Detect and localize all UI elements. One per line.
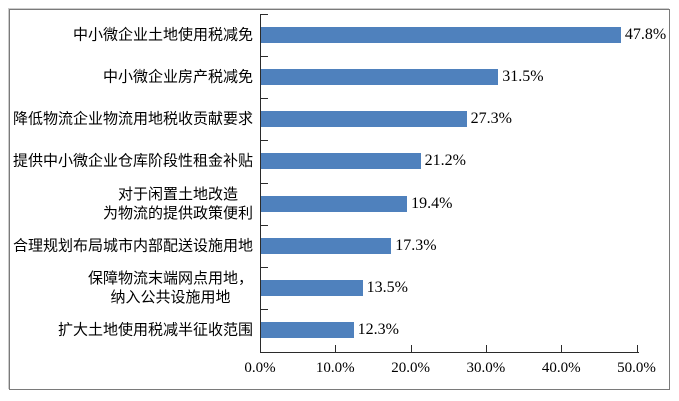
bar bbox=[261, 111, 467, 128]
value-label: 31.5% bbox=[502, 67, 544, 85]
x-axis-tick-label: 30.0% bbox=[466, 360, 506, 376]
x-axis-tick-label: 20.0% bbox=[391, 360, 430, 376]
value-label: 21.2% bbox=[424, 152, 466, 170]
bar bbox=[261, 195, 408, 212]
x-axis-tick-label: 40.0% bbox=[541, 360, 581, 376]
x-axis-tick bbox=[636, 344, 638, 352]
x-axis-tick bbox=[335, 344, 337, 352]
category-label: 中小微企业土地使用税减免 bbox=[72, 25, 253, 44]
x-axis-tick-label: 10.0% bbox=[315, 360, 355, 376]
category-label: 扩大土地使用税减半征收范围 bbox=[57, 320, 253, 339]
category-label: 降低物流企业物流用地税收贡献要求 bbox=[12, 109, 253, 128]
category-label: 中小微企业房产税减免 bbox=[102, 67, 253, 86]
y-axis-tick bbox=[261, 224, 268, 226]
value-label: 19.4% bbox=[411, 194, 453, 212]
bar bbox=[261, 26, 621, 43]
y-axis-line bbox=[260, 13, 261, 353]
x-axis-line bbox=[260, 351, 639, 353]
bar bbox=[261, 280, 363, 297]
value-label: 12.3% bbox=[357, 321, 399, 339]
category-label: 提供中小微企业仓库阶段性租金补贴 bbox=[12, 151, 253, 170]
value-label: 17.3% bbox=[395, 236, 437, 254]
bar bbox=[261, 322, 354, 339]
value-label: 13.5% bbox=[366, 279, 408, 297]
bar bbox=[261, 237, 392, 254]
bar bbox=[261, 153, 421, 170]
y-axis-tick bbox=[261, 351, 268, 353]
y-axis-tick bbox=[261, 140, 268, 142]
y-axis-tick bbox=[261, 267, 268, 268]
category-label: 保障物流末端网点用地， 纳入公共设施用地 bbox=[87, 269, 253, 307]
x-axis-tick-label: 0.0% bbox=[244, 360, 276, 376]
x-axis-tick bbox=[260, 344, 261, 352]
y-axis-tick bbox=[261, 309, 268, 311]
y-axis-tick bbox=[261, 55, 268, 57]
y-axis-tick bbox=[261, 182, 268, 184]
y-axis-tick bbox=[261, 13, 268, 15]
x-axis-tick bbox=[485, 344, 487, 352]
value-label: 27.3% bbox=[470, 110, 512, 128]
bar bbox=[261, 68, 499, 85]
value-label: 47.8% bbox=[624, 25, 667, 43]
x-axis-tick bbox=[561, 344, 563, 352]
x-axis-tick-label: 50.0% bbox=[617, 360, 656, 376]
x-axis-tick bbox=[410, 344, 412, 352]
category-label: 对于闲置土地改造 为物流的提供政策便利 bbox=[102, 184, 253, 222]
y-axis-tick bbox=[261, 98, 268, 99]
category-label: 合理规划布局城市内部配送设施用地 bbox=[12, 236, 253, 255]
